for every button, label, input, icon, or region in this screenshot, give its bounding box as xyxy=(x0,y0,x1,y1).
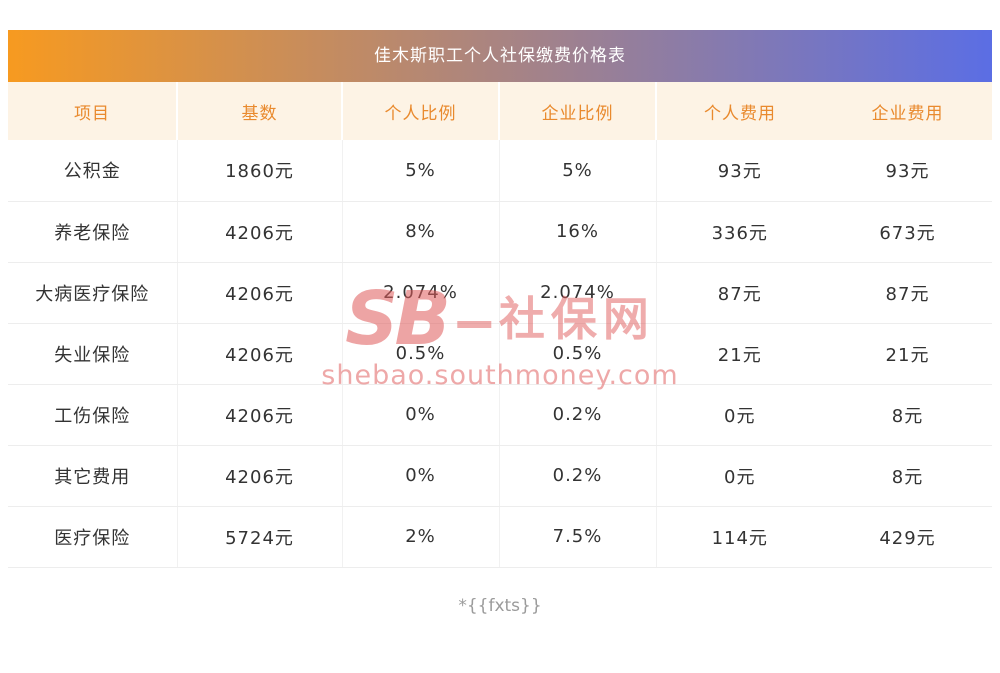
table-cell: 0.2% xyxy=(499,445,657,507)
table-title-bar: 佳木斯职工个人社保缴费价格表 xyxy=(8,30,992,82)
table-cell: 4206元 xyxy=(177,262,343,324)
table-cell: 673元 xyxy=(823,201,992,263)
table-cell: 公积金 xyxy=(8,140,178,202)
table-cell: 8% xyxy=(342,201,500,263)
table-header-row: 项目 基数 个人比例 企业比例 个人费用 企业费用 xyxy=(8,82,992,140)
page-title: 佳木斯职工个人社保缴费价格表 xyxy=(374,46,626,66)
table-row: 工伤保险 4206元 0% 0.2% 0元 8元 xyxy=(8,384,992,446)
table-cell: 0元 xyxy=(656,445,823,507)
table-cell: 16% xyxy=(499,201,657,263)
table-cell: 5% xyxy=(342,140,500,202)
table-row: 其它费用 4206元 0% 0.2% 0元 8元 xyxy=(8,445,992,507)
table-cell: 93元 xyxy=(656,140,823,202)
column-header-base: 基数 xyxy=(177,82,343,140)
table-cell: 4206元 xyxy=(177,445,343,507)
table-cell: 0% xyxy=(342,384,500,446)
table-cell: 2.074% xyxy=(342,262,500,324)
column-header-personal-ratio: 个人比例 xyxy=(342,82,500,140)
column-header-company-ratio: 企业比例 xyxy=(499,82,657,140)
table-cell: 失业保险 xyxy=(8,323,178,385)
table-cell: 429元 xyxy=(823,506,992,568)
table-cell: 4206元 xyxy=(177,323,343,385)
table-row: 失业保险 4206元 0.5% 0.5% 21元 21元 xyxy=(8,323,992,385)
footer-note: *{{fxts}} xyxy=(458,595,542,616)
table-cell: 0% xyxy=(342,445,500,507)
table-cell: 93元 xyxy=(823,140,992,202)
table-cell: 21元 xyxy=(823,323,992,385)
table-row: 养老保险 4206元 8% 16% 336元 673元 xyxy=(8,201,992,263)
column-header-personal-fee: 个人费用 xyxy=(656,82,823,140)
table-cell: 114元 xyxy=(656,506,823,568)
table-cell: 0元 xyxy=(656,384,823,446)
table-cell: 5724元 xyxy=(177,506,343,568)
table-cell: 2% xyxy=(342,506,500,568)
table-cell: 8元 xyxy=(823,384,992,446)
table-cell: 2.074% xyxy=(499,262,657,324)
table-cell: 8元 xyxy=(823,445,992,507)
table-row: 医疗保险 5724元 2% 7.5% 114元 429元 xyxy=(8,506,992,568)
price-table: 项目 基数 个人比例 企业比例 个人费用 企业费用 公积金 1860元 5% 5… xyxy=(8,82,992,568)
social-insurance-price-table-area: 佳木斯职工个人社保缴费价格表 项目 基数 个人比例 企业比例 个人费用 企业费用… xyxy=(8,30,992,568)
table-row: 公积金 1860元 5% 5% 93元 93元 xyxy=(8,140,992,202)
table-cell: 21元 xyxy=(656,323,823,385)
table-cell: 大病医疗保险 xyxy=(8,262,178,324)
table-cell: 7.5% xyxy=(499,506,657,568)
table-cell: 5% xyxy=(499,140,657,202)
table-cell: 87元 xyxy=(656,262,823,324)
table-cell: 336元 xyxy=(656,201,823,263)
table-cell: 医疗保险 xyxy=(8,506,178,568)
table-cell: 87元 xyxy=(823,262,992,324)
table-cell: 养老保险 xyxy=(8,201,178,263)
table-cell: 0.2% xyxy=(499,384,657,446)
column-header-company-fee: 企业费用 xyxy=(823,82,992,140)
table-row: 大病医疗保险 4206元 2.074% 2.074% 87元 87元 xyxy=(8,262,992,324)
table-cell: 1860元 xyxy=(177,140,343,202)
table-cell: 0.5% xyxy=(499,323,657,385)
table-cell: 4206元 xyxy=(177,384,343,446)
table-cell: 4206元 xyxy=(177,201,343,263)
table-cell: 其它费用 xyxy=(8,445,178,507)
column-header-item: 项目 xyxy=(8,82,178,140)
table-cell: 0.5% xyxy=(342,323,500,385)
table-cell: 工伤保险 xyxy=(8,384,178,446)
